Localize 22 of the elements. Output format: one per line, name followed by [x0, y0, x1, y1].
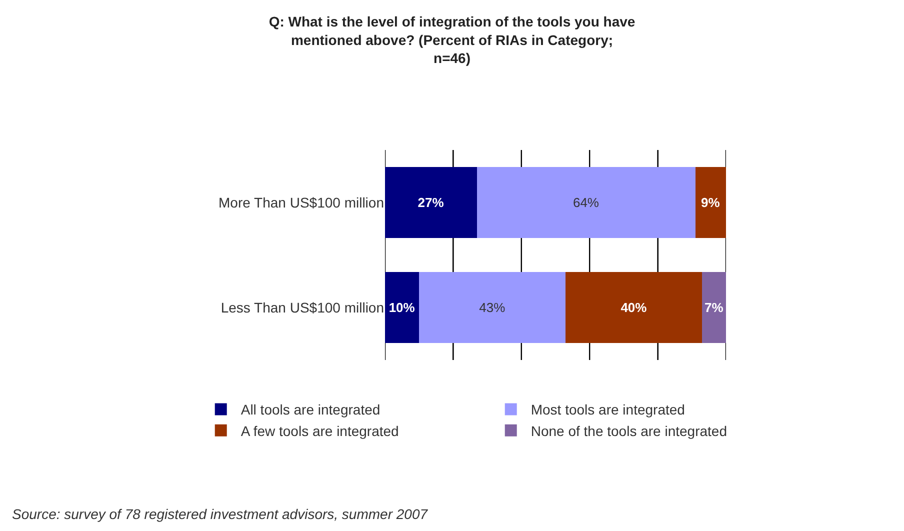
data-label: 43% [479, 300, 506, 315]
bar [695, 166, 726, 238]
y-tick-label: More Than US$100 million [218, 194, 384, 210]
bar [385, 272, 420, 344]
data-label: 7% [704, 300, 724, 315]
source-note: Source: survey of 78 registered investment advisors, summer 2007 [12, 506, 429, 522]
legend-label: All tools are integrated [240, 402, 380, 418]
legend-label: A few tools are integrated [240, 422, 399, 439]
bar [477, 166, 696, 238]
data-label: 10% [388, 300, 416, 315]
legend-label: None of the tools are integrated [530, 422, 727, 439]
data-label: 64% [572, 195, 600, 210]
data-label: 27% [418, 195, 444, 210]
y-tick-label: Less Than US$100 million [220, 299, 384, 316]
bar [419, 272, 566, 344]
chart-title: Q: What is the level of integration of the tools you have mentioned above? (Percent of RIAs in Category; n=46) [268, 14, 636, 66]
bar [385, 166, 478, 238]
bar [702, 272, 726, 344]
data-label: 9% [701, 195, 720, 210]
legend-label: Most tools are integrated [530, 402, 685, 418]
data-label: 40% [620, 300, 648, 315]
bar [566, 272, 702, 344]
